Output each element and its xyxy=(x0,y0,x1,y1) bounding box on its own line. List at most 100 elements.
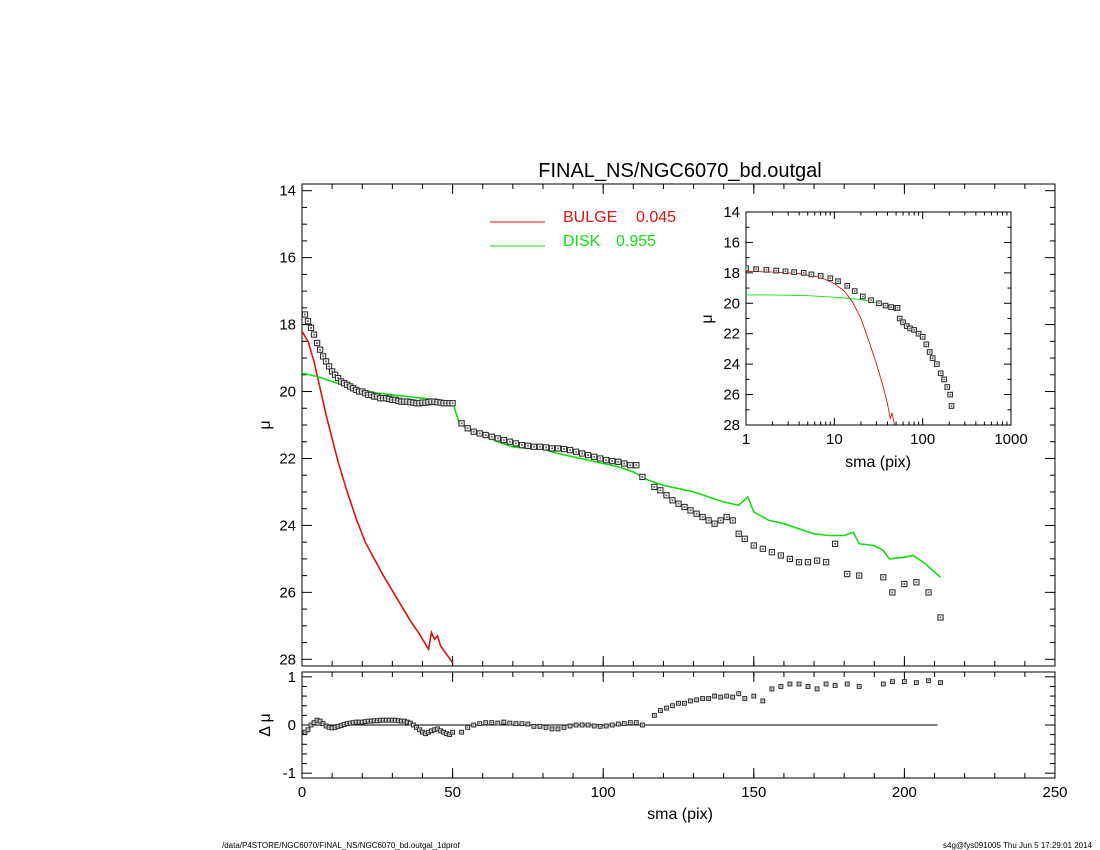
main-data-point xyxy=(669,497,676,504)
residual-data-point xyxy=(573,722,579,728)
inset-data-point xyxy=(896,315,903,322)
inset-data-point xyxy=(746,265,749,272)
main-data-point xyxy=(322,358,330,365)
main-data-point xyxy=(633,462,640,469)
main-series xyxy=(302,311,944,664)
main-ticks: 14 16 18 20 22 24 26 28 xyxy=(279,183,1056,668)
residual-data-point xyxy=(465,724,471,730)
legend-bulge-value: 0.045 xyxy=(636,209,676,226)
inset-data-point xyxy=(753,266,759,272)
main-ytick-label: 26 xyxy=(279,584,296,601)
main-data-point xyxy=(578,450,586,457)
inset-xtick-label: 1 xyxy=(742,431,750,448)
main-data-point xyxy=(319,353,327,360)
inset-ytick-label: 26 xyxy=(723,387,740,404)
main-data-point xyxy=(750,542,757,549)
main-data-point xyxy=(304,318,312,325)
residual-data-point xyxy=(938,680,943,686)
residual-data-point xyxy=(736,691,742,697)
residual-data-point xyxy=(305,727,311,733)
residual-data-point xyxy=(832,683,838,688)
main-data-point xyxy=(621,460,628,467)
main-data-point xyxy=(663,492,670,499)
residual-xtick-label: 50 xyxy=(444,784,461,801)
main-data-point xyxy=(603,456,610,464)
residual-xtick-label: 200 xyxy=(892,784,917,801)
main-data-point xyxy=(675,500,682,507)
main-data-point xyxy=(591,453,598,460)
inset-data-point xyxy=(915,330,922,337)
inset-data-point xyxy=(851,288,858,294)
inset-ytick-label: 16 xyxy=(723,234,740,251)
inset-data-point xyxy=(947,391,954,398)
residual-data-point xyxy=(585,722,591,728)
inset-ytick-label: 14 xyxy=(723,204,740,221)
residual-xtick-label: 150 xyxy=(741,784,766,801)
main-data-point xyxy=(651,483,658,491)
main-data-point xyxy=(482,431,489,439)
inset-data-point xyxy=(900,319,906,326)
main-data-point xyxy=(768,549,776,556)
main-data-point xyxy=(795,559,803,566)
residual-data-point xyxy=(477,721,483,727)
residual-data-point xyxy=(787,681,793,687)
residual-ytick-label: -1 xyxy=(283,765,296,782)
residual-data-point xyxy=(805,684,811,689)
main-data-point xyxy=(880,574,887,581)
main-ytick-label: 24 xyxy=(279,517,296,534)
main-data-point xyxy=(856,572,863,579)
residual-data-point xyxy=(889,679,895,685)
main-data-point xyxy=(615,458,622,465)
residual-ytick-label: 1 xyxy=(288,669,296,686)
residual-data-point xyxy=(483,720,489,726)
inset-panel: 1 10 100 1000 14 16 18 20 22 24 26 28 sma (pix) μ xyxy=(699,204,1028,471)
residual-data-point xyxy=(489,720,495,726)
main-panel: 14 16 18 20 22 24 26 28 μ BULGE 0.045 DISK 0.95… xyxy=(257,183,1056,668)
residual-ytick-label: 0 xyxy=(288,717,296,734)
legend-bulge-label: BULGE xyxy=(563,209,617,226)
residual-data-point xyxy=(549,726,555,732)
inset-data-point xyxy=(808,271,815,278)
residual-data-point xyxy=(706,696,712,701)
residual-panel: 0 50 100 150 200 250-101 sma (pix) Δ μ xyxy=(257,669,1068,823)
inset-ylabel: μ xyxy=(699,314,716,323)
main-data-point xyxy=(566,446,574,454)
residual-data-point xyxy=(856,684,862,689)
residual-data-point xyxy=(621,721,627,727)
residual-data-point xyxy=(730,694,736,700)
residual-ticks: 0 50 100 150 200 250-101 xyxy=(283,669,1068,801)
main-data-point xyxy=(536,443,544,450)
inset-data-point xyxy=(800,270,807,276)
residual-data-point xyxy=(317,718,323,724)
residual-data-point xyxy=(501,719,507,725)
residual-data-point xyxy=(579,722,585,728)
main-data-point xyxy=(937,614,944,621)
main-data-point xyxy=(597,455,604,462)
main-ytick-label: 28 xyxy=(279,651,296,668)
residual-series xyxy=(302,678,943,738)
main-data-point xyxy=(548,445,556,452)
residual-data-point xyxy=(639,722,645,728)
main-data-point xyxy=(711,520,718,527)
residual-data-point xyxy=(880,681,886,687)
legend-disk-label: DISK xyxy=(563,233,601,250)
main-data-point xyxy=(302,311,309,318)
main-data-point xyxy=(476,430,483,437)
main-data-point xyxy=(506,438,513,445)
residual-data-point xyxy=(495,720,501,726)
inset-ytick-label: 18 xyxy=(723,265,740,282)
main-data-point xyxy=(699,513,706,521)
inset-data-point xyxy=(791,269,797,275)
residual-data-point xyxy=(688,698,693,704)
inset-data-point xyxy=(844,282,851,289)
residual-data-point xyxy=(778,684,784,689)
inset-xtick-label: 10 xyxy=(826,431,843,448)
residual-data-point xyxy=(670,703,675,709)
main-data-point xyxy=(844,570,851,578)
inset-data-point xyxy=(944,384,951,390)
residual-xtick-label: 100 xyxy=(591,784,616,801)
legend-disk-value: 0.955 xyxy=(616,233,656,250)
residual-data-point xyxy=(591,723,597,729)
main-data-point xyxy=(901,580,908,588)
residual-data-point xyxy=(609,722,615,728)
